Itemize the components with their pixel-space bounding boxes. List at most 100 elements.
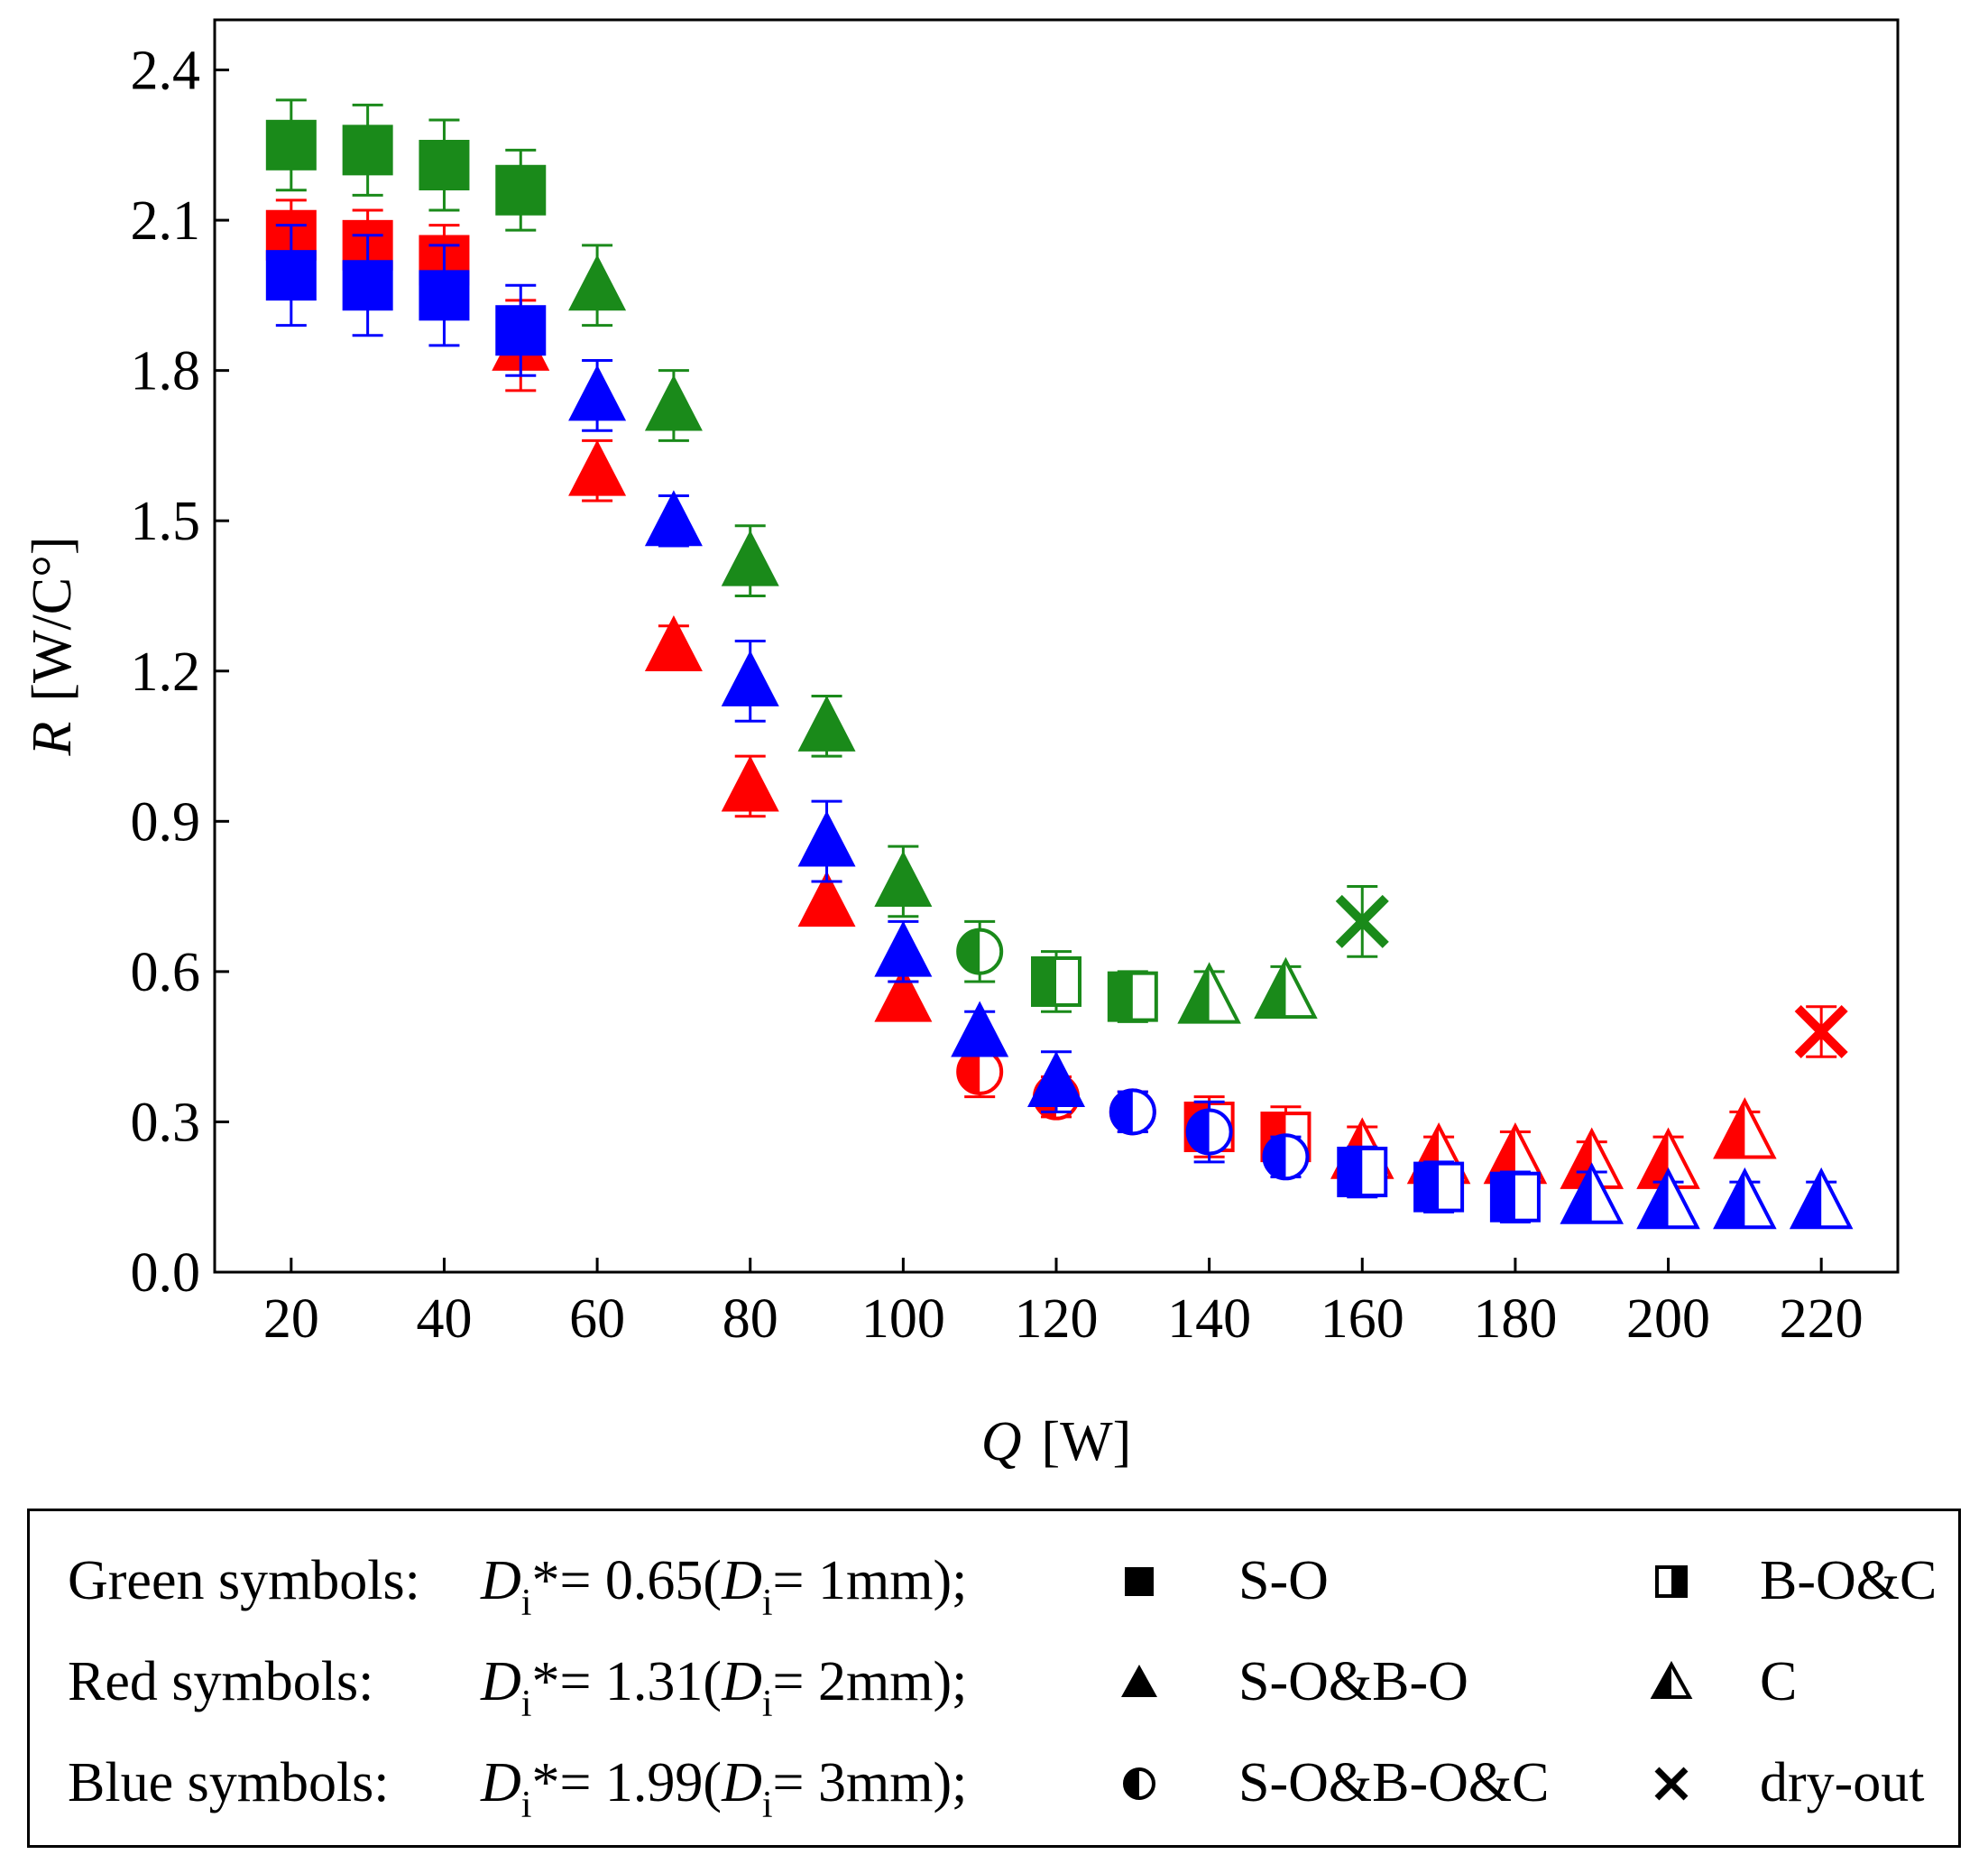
- data-point: [342, 103, 393, 197]
- data-point: [568, 438, 627, 503]
- marker-square: [265, 250, 317, 301]
- marker-triangle: [874, 850, 933, 907]
- marker-square-half-fill: [1109, 973, 1133, 1020]
- marker-triangle: [797, 695, 856, 752]
- marker-triangle: [644, 490, 703, 547]
- data-point: [1107, 970, 1158, 1023]
- marker-triangle-half-fill: [1486, 1126, 1515, 1183]
- marker-square-half-fill: [1415, 1163, 1440, 1211]
- marker-triangle: [797, 871, 856, 927]
- data-point: [1413, 1160, 1465, 1213]
- marker-square: [495, 305, 547, 356]
- y-tick-label: 0.3: [131, 1092, 201, 1153]
- legend-triangle-half-icon: [1650, 1660, 1693, 1699]
- data-point: [1713, 1097, 1777, 1159]
- marker-triangle: [721, 530, 779, 586]
- marker-square: [342, 260, 393, 311]
- y-tick-label: 1.5: [131, 491, 201, 552]
- data-point: [568, 359, 627, 432]
- data-point: [1489, 1170, 1541, 1223]
- marker-triangle-half-fill: [1639, 1171, 1669, 1228]
- marker-circle-half-fill: [958, 929, 980, 974]
- legend-pattern-so: S-O: [1238, 1550, 1329, 1611]
- marker-triangle-half-fill: [1180, 965, 1210, 1022]
- x-tick-label: 40: [416, 1288, 472, 1350]
- data-point: [1560, 1162, 1624, 1224]
- data-point: [956, 919, 1004, 983]
- marker-triangle: [874, 920, 933, 977]
- x-tick-label: 220: [1780, 1288, 1864, 1350]
- legend-blue-expr: Di*= 1.99(Di= 3mm);: [481, 1752, 968, 1826]
- legend-red-expr: Di*= 1.31(Di= 2mm);: [481, 1651, 968, 1725]
- marker-square: [419, 140, 470, 191]
- y-tick-label: 1.8: [131, 341, 201, 402]
- legend-row-green: Green symbols: Di*= 0.65(Di= 1mm); S-O B…: [30, 1535, 1958, 1634]
- data-point: [1262, 1133, 1310, 1181]
- x-tick-label: 80: [722, 1288, 778, 1350]
- x-tick-label: 180: [1473, 1288, 1557, 1350]
- x-tick-label: 60: [569, 1288, 625, 1350]
- marker-circle-half-fill: [958, 1049, 980, 1093]
- marker-triangle-half-fill: [1256, 961, 1286, 1018]
- data-point: [342, 234, 393, 337]
- data-point: [951, 1001, 1009, 1057]
- x-axis-label: Q [W]: [981, 1411, 1132, 1472]
- legend-green-expr: Di*= 0.65(Di= 1mm);: [481, 1550, 968, 1624]
- marker-triangle-half-fill: [1716, 1101, 1745, 1158]
- x-tick-label: 140: [1167, 1288, 1251, 1350]
- data-point: [721, 754, 779, 818]
- y-tick-label: 0.6: [131, 942, 201, 1003]
- legend-green-label: Green symbols:: [68, 1550, 420, 1611]
- data-point: [1109, 1088, 1156, 1136]
- data-point: [568, 244, 627, 328]
- data-point: [265, 224, 317, 328]
- data-point: [721, 639, 779, 723]
- marker-square-half-fill: [1033, 957, 1056, 1005]
- data-point: [265, 98, 317, 192]
- x-tick-label: 160: [1321, 1288, 1404, 1350]
- legend-square-half-icon: [1655, 1565, 1688, 1598]
- series: [265, 98, 1389, 1024]
- y-tick-label: 0.0: [131, 1242, 201, 1304]
- marker-circle-half-fill: [1110, 1090, 1133, 1134]
- marker-triangle-half-fill: [1639, 1130, 1669, 1187]
- marker-circle-half-fill: [1264, 1135, 1286, 1179]
- data-point: [797, 799, 856, 883]
- x-tick-label: 200: [1626, 1288, 1710, 1350]
- data-point: [1177, 962, 1241, 1024]
- legend-pattern-sobo: S-O&B-O: [1238, 1651, 1468, 1712]
- marker-triangle: [721, 650, 779, 706]
- data-point: [1789, 1167, 1854, 1230]
- data-point: [644, 490, 703, 548]
- marker-triangle-half-fill: [1716, 1171, 1745, 1228]
- y-axis-label: R[W/C°]: [22, 536, 83, 756]
- data-point: [874, 919, 933, 983]
- data-point: [419, 118, 470, 212]
- data-point: [1713, 1167, 1777, 1230]
- data-point: [419, 244, 470, 347]
- marker-circle-half-fill: [1187, 1110, 1210, 1154]
- marker-square-half-fill: [1491, 1173, 1515, 1221]
- marker-square-half-fill: [1339, 1148, 1363, 1195]
- legend-blue-label: Blue symbols:: [68, 1752, 390, 1813]
- marker-square: [265, 119, 317, 171]
- marker-triangle-half-fill: [1792, 1171, 1822, 1228]
- marker-triangle-half-fill: [1562, 1166, 1592, 1223]
- marker-triangle: [721, 755, 779, 812]
- marker-triangle: [874, 965, 933, 1022]
- y-tick-label: 1.2: [131, 641, 201, 703]
- y-tick-label: 2.1: [131, 190, 201, 252]
- data-point: [721, 524, 779, 597]
- marker-triangle: [797, 810, 856, 867]
- y-tick-label: 2.4: [131, 41, 201, 102]
- data-point: [1636, 1127, 1700, 1189]
- data-point: [1254, 956, 1318, 1020]
- legend-square-filled-icon: [1125, 1567, 1154, 1596]
- data-point: [1335, 884, 1389, 958]
- legend-pattern-c: C: [1760, 1651, 1798, 1712]
- data-points: [265, 98, 1854, 1230]
- marker-triangle: [568, 439, 627, 496]
- data-point: [797, 695, 856, 758]
- legend-pattern-boc: B-O&C: [1760, 1550, 1937, 1611]
- x-tick-label: 20: [263, 1288, 319, 1350]
